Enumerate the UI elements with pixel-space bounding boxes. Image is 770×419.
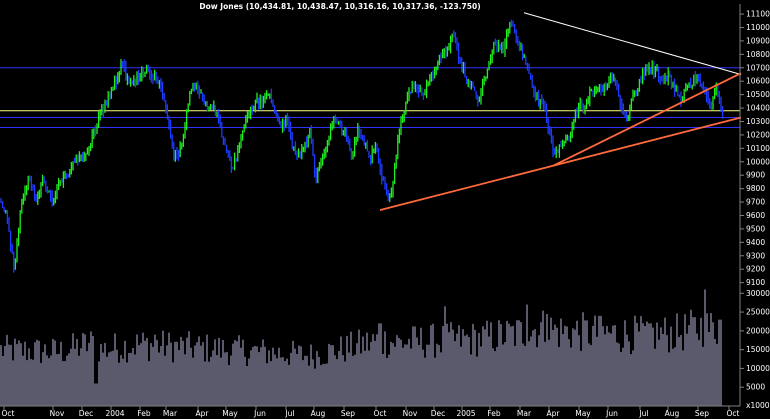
time-tick-label: Nov bbox=[50, 409, 65, 418]
time-tick-label: Apr bbox=[547, 409, 561, 418]
time-tick-label: Feb bbox=[487, 409, 501, 418]
time-tick-label: Jul bbox=[638, 409, 648, 418]
time-tick-label: Oct bbox=[2, 409, 15, 418]
axes: 11100 11000 10900 10800 10700 10600 10500 10400… bbox=[0, 4, 770, 418]
price-tick-label: 10100 bbox=[746, 144, 770, 153]
price-tick-label: 10500 bbox=[746, 90, 770, 99]
time-tick-label: Dec bbox=[431, 409, 446, 418]
time-tick-label: May bbox=[575, 409, 591, 418]
time-tick-label: Mar bbox=[517, 409, 532, 418]
price-tick-label: 9800 bbox=[746, 184, 765, 193]
time-tick-label: Mar bbox=[163, 409, 178, 418]
volume-histogram bbox=[0, 289, 722, 406]
price-tick-label: 9700 bbox=[746, 198, 765, 207]
time-tick-label: 2005 bbox=[456, 409, 475, 418]
price-tick-label: 9100 bbox=[746, 278, 765, 287]
volume-tick-label: 25000 bbox=[746, 308, 770, 317]
price-tick-label: 9400 bbox=[746, 238, 765, 247]
price-tick-label: 9500 bbox=[746, 224, 765, 233]
time-tick-label: Jul bbox=[284, 409, 294, 418]
price-tick-label: 10600 bbox=[746, 77, 770, 86]
price-tick-label: 9600 bbox=[746, 211, 765, 220]
time-tick-label: Oct bbox=[727, 409, 740, 418]
trendline-support-long bbox=[379, 116, 742, 211]
price-tick-label: 10300 bbox=[746, 117, 770, 126]
volume-tick-label: 20000 bbox=[746, 326, 770, 335]
price-tick-label: 10700 bbox=[746, 63, 770, 72]
price-tick-label: 10400 bbox=[746, 104, 770, 113]
volume-tick-label: 5000 bbox=[746, 383, 765, 392]
price-tick-label: 10000 bbox=[746, 157, 770, 166]
time-tick-label: Sep bbox=[695, 409, 709, 418]
volume-unit-label: x1000 bbox=[746, 401, 770, 410]
time-tick-label: Aug bbox=[665, 409, 680, 418]
time-tick-label: Dec bbox=[79, 409, 94, 418]
price-bars bbox=[0, 19, 724, 273]
time-tick-label: Nov bbox=[403, 409, 418, 418]
time-tick-label: Oct bbox=[374, 409, 387, 418]
time-tick-label: 2004 bbox=[105, 409, 124, 418]
volume-tick-label: 15000 bbox=[746, 345, 770, 354]
time-tick-label: Aug bbox=[311, 409, 326, 418]
price-tick-label: 10800 bbox=[746, 50, 770, 59]
price-tick-label: 9200 bbox=[746, 265, 765, 274]
trendline-support-steep bbox=[552, 72, 742, 167]
time-tick-label: Jun bbox=[605, 409, 618, 418]
time-tick-label: Apr bbox=[196, 409, 210, 418]
time-tick-label: Jun bbox=[253, 409, 266, 418]
chart-title: Dow Jones (10,434.81, 10,438.47, 10,316.… bbox=[199, 2, 480, 11]
price-horizontal-lines bbox=[0, 67, 740, 129]
time-tick-label: Feb bbox=[137, 409, 151, 418]
price-tick-label: 11100 bbox=[746, 10, 770, 19]
trendline-resistance bbox=[523, 12, 742, 75]
time-tick-label: May bbox=[222, 409, 238, 418]
time-tick-label: Sep bbox=[341, 409, 355, 418]
price-tick-label: 9900 bbox=[746, 171, 765, 180]
price-tick-label: 10200 bbox=[746, 130, 770, 139]
price-tick-label: 11000 bbox=[746, 23, 770, 32]
volume-tick-label: 10000 bbox=[746, 364, 770, 373]
price-tick-label: 9300 bbox=[746, 251, 765, 260]
volume-tick-label: 30000 bbox=[746, 289, 770, 298]
trendlines bbox=[379, 12, 742, 211]
price-tick-label: 10900 bbox=[746, 36, 770, 45]
